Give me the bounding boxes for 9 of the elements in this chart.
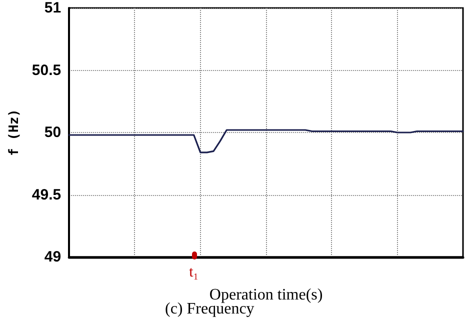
y-tick-label: 49	[44, 248, 62, 266]
x-axis-title: Operation time(s)	[209, 286, 323, 304]
y-tick-label: 51	[44, 0, 62, 16]
y-tick-label: 50	[44, 124, 62, 141]
y-tick-label: 50.5	[32, 62, 62, 79]
x-tick-label: t₁	[189, 264, 199, 280]
y-tick-label: 49.5	[32, 186, 62, 204]
y-axis-title: f (Hz)	[7, 109, 22, 156]
line-series	[68, 129, 464, 154]
